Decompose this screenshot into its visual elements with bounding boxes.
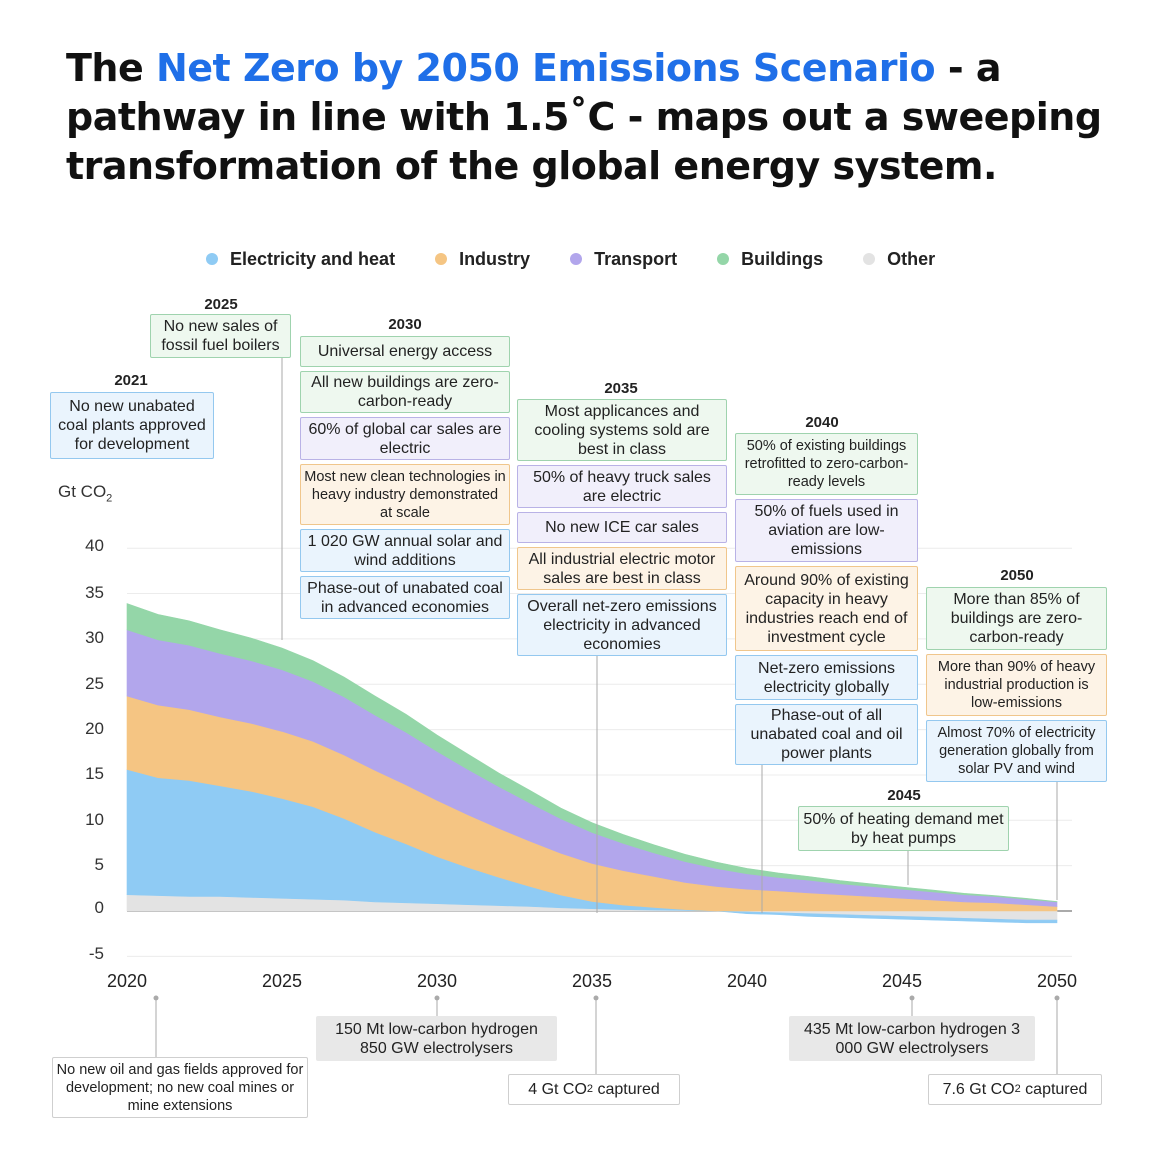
leader-lines bbox=[153, 358, 1060, 1074]
captured-2035-sub: 2 bbox=[586, 1083, 594, 1095]
y-tick-label: 40 bbox=[85, 536, 104, 555]
milestone-2035-motors: All industrial electric motor sales are … bbox=[517, 547, 727, 590]
chart-legend: Electricity and heat Industry Transport … bbox=[206, 246, 975, 272]
milestone-2030-coal-phaseout: Phase-out of unabated coal in advanced e… bbox=[300, 576, 510, 619]
legend-swatch bbox=[206, 253, 218, 265]
legend-item-industry: Industry bbox=[435, 249, 530, 270]
y-tick-label: 15 bbox=[85, 764, 104, 783]
leader-dot bbox=[153, 995, 159, 1001]
captured-2050-sub: 2 bbox=[1014, 1083, 1021, 1095]
bottom-2035-captured: 4 Gt CO 2 captured bbox=[508, 1074, 680, 1105]
legend-label: Other bbox=[887, 248, 936, 269]
captured-2035-post: captured bbox=[593, 1081, 660, 1098]
legend-swatch bbox=[717, 253, 730, 265]
milestone-2040-retrofit: 50% of existing buildings retrofitted to… bbox=[735, 433, 918, 495]
legend-swatch bbox=[435, 253, 448, 265]
area-buildings bbox=[126, 603, 1058, 903]
y-tick-label: 20 bbox=[85, 719, 104, 738]
bottom-2045-hydrogen: 435 Mt low-carbon hydrogen 3 000 GW elec… bbox=[789, 1016, 1035, 1061]
milestone-year-2045: 2045 bbox=[887, 787, 921, 804]
x-tick-label: 2025 bbox=[261, 971, 303, 991]
legend-item-buildings: Buildings bbox=[717, 249, 823, 270]
captured-2050-post: captured bbox=[1020, 1081, 1088, 1098]
milestone-year-2035: 2035 bbox=[604, 380, 638, 397]
milestone-year-2030: 2030 bbox=[388, 316, 422, 333]
legend-label: Buildings bbox=[741, 248, 824, 269]
legend-swatch bbox=[863, 253, 876, 265]
milestone-year-2021: 2021 bbox=[114, 372, 148, 389]
milestone-year-2040: 2040 bbox=[805, 414, 839, 431]
milestone-2040-coal-oil-phaseout: Phase-out of all unabated coal and oil p… bbox=[735, 704, 918, 765]
y-tick-label: 30 bbox=[85, 628, 104, 647]
legend-swatch bbox=[570, 253, 583, 265]
legend-label: Industry bbox=[459, 248, 531, 269]
legend-item-electricity: Electricity and heat bbox=[206, 249, 395, 270]
bottom-2050-captured: 7.6 Gt CO 2 captured bbox=[928, 1074, 1102, 1105]
milestone-2035-trucks: 50% of heavy truck sales are electric bbox=[517, 465, 727, 508]
milestone-2030-heavy-industry: Most new clean technologies in heavy ind… bbox=[300, 464, 510, 525]
milestone-2040-netzero-electricity: Net-zero emissions electricity globally bbox=[735, 655, 918, 700]
milestone-2035-appliances: Most applicances and cooling systems sol… bbox=[517, 399, 727, 461]
y-axis-unit: Gt CO2 bbox=[58, 482, 112, 504]
y-unit-sub: 2 bbox=[106, 492, 113, 505]
x-tick-label: 2040 bbox=[726, 971, 768, 991]
title-post: - a pathway in line with 1.5˚C - maps ou… bbox=[66, 46, 1102, 188]
milestone-2040-heavy-industry: Around 90% of existing capacity in heavy… bbox=[735, 566, 918, 651]
bottom-2030-hydrogen: 150 Mt low-carbon hydrogen 850 GW electr… bbox=[316, 1016, 557, 1061]
area-series bbox=[126, 603, 1058, 924]
milestone-2030-buildings: All new buildings are zero-carbon-ready bbox=[300, 371, 510, 413]
captured-2035-pre: 4 Gt CO bbox=[528, 1081, 587, 1098]
page-title: The Net Zero by 2050 Emissions Scenario … bbox=[66, 44, 1146, 191]
milestone-2035-electricity: Overall net-zero emissions electricity i… bbox=[517, 594, 727, 656]
leader-dot bbox=[434, 995, 440, 1001]
milestone-2040-aviation: 50% of fuels used in aviation are low-em… bbox=[735, 499, 918, 562]
captured-2050-pre: 7.6 Gt CO bbox=[942, 1081, 1015, 1098]
y-tick-label: 0 bbox=[94, 898, 104, 917]
y-unit-main: Gt CO bbox=[58, 482, 107, 501]
y-tick-label: 25 bbox=[85, 674, 104, 693]
milestone-2030-solar-wind: 1 020 GW annual solar and wind additions bbox=[300, 529, 510, 572]
milestone-2035-ice-cars: No new ICE car sales bbox=[517, 512, 727, 543]
leader-dot bbox=[593, 995, 599, 1001]
x-tick-label: 2050 bbox=[1036, 971, 1078, 991]
x-tick-label: 2020 bbox=[106, 971, 148, 991]
legend-item-other: Other bbox=[863, 249, 935, 270]
milestone-2050-buildings: More than 85% of buildings are zero-carb… bbox=[926, 587, 1107, 650]
leader-dot bbox=[909, 995, 915, 1001]
leader-dot bbox=[1054, 995, 1060, 1001]
y-tick-label: 5 bbox=[94, 855, 104, 874]
milestone-2050-industry: More than 90% of heavy industrial produc… bbox=[926, 654, 1107, 716]
title-highlight: Net Zero by 2050 Emissions Scenario bbox=[155, 46, 936, 90]
milestone-2030-energy-access: Universal energy access bbox=[300, 336, 510, 367]
y-tick-label: -5 bbox=[88, 944, 104, 963]
milestone-2030-car-sales: 60% of global car sales are electric bbox=[300, 417, 510, 460]
milestone-2045-heat-pumps: 50% of heating demand met by heat pumps bbox=[798, 806, 1009, 851]
legend-label: Electricity and heat bbox=[230, 248, 396, 269]
milestone-2025-boilers: No new sales of fossil fuel boilers bbox=[150, 314, 291, 358]
y-tick-label: 35 bbox=[85, 583, 104, 602]
x-tick-label: 2045 bbox=[881, 971, 923, 991]
milestone-year-2025: 2025 bbox=[204, 296, 238, 313]
milestone-2021-coal-plants: No new unabated coal plants approved for… bbox=[50, 392, 214, 459]
bottom-2020-oil-gas: No new oil and gas fields approved for d… bbox=[52, 1057, 308, 1118]
milestone-2050-solar-wind: Almost 70% of electricity generation glo… bbox=[926, 720, 1107, 782]
x-tick-label: 2035 bbox=[571, 971, 613, 991]
x-tick-label: 2030 bbox=[416, 971, 458, 991]
legend-label: Transport bbox=[594, 248, 678, 269]
title-pre: The bbox=[66, 46, 156, 90]
milestone-year-2050: 2050 bbox=[1000, 567, 1034, 584]
y-tick-label: 10 bbox=[85, 810, 104, 829]
legend-item-transport: Transport bbox=[570, 249, 677, 270]
